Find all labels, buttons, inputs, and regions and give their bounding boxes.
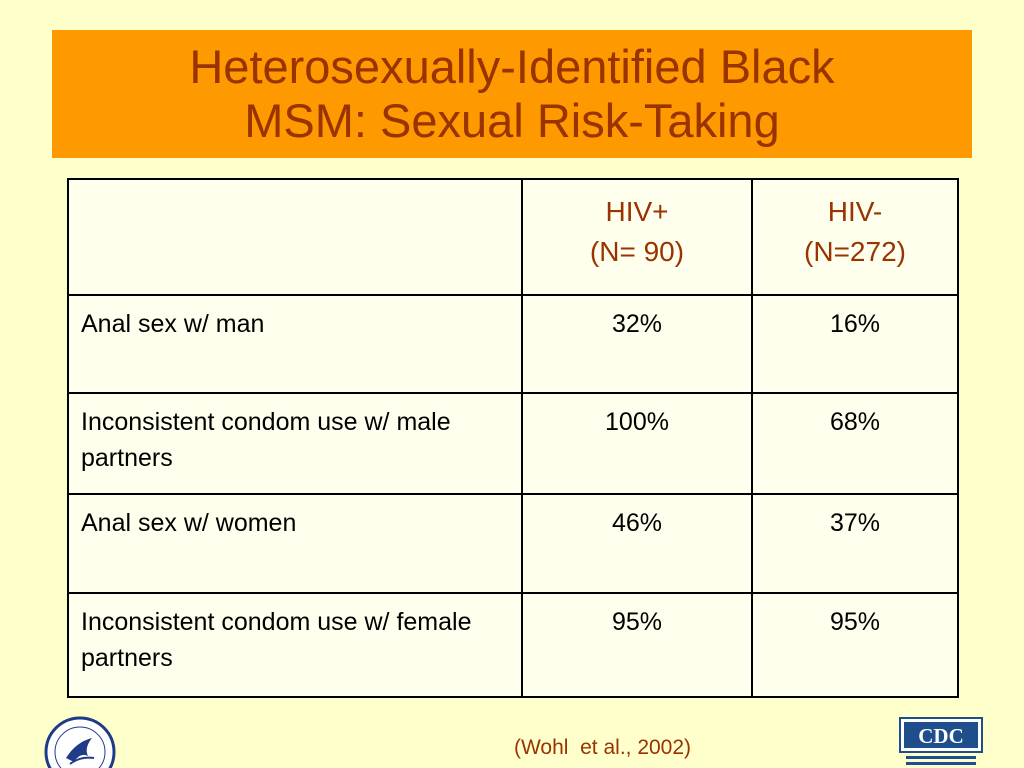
risk-table: HIV+ (N= 90) HIV- (N=272) Anal sex w/ ma… — [67, 178, 959, 698]
hiv-negative-value: 16% — [751, 294, 959, 394]
header-hiv-negative-label: HIV- — [827, 196, 883, 227]
row-label: Anal sex w/ man — [67, 294, 523, 394]
hiv-positive-value: 95% — [521, 592, 753, 698]
slide-title-line-1: Heterosexually-Identified Black — [189, 40, 835, 93]
hiv-positive-value: 32% — [521, 294, 753, 394]
title-banner: Heterosexually-Identified Black MSM: Sex… — [52, 30, 972, 158]
hiv-negative-value: 95% — [751, 592, 959, 698]
hiv-positive-value: 46% — [521, 493, 753, 594]
header-hiv-positive: HIV+ (N= 90) — [521, 178, 753, 296]
row-label: Anal sex w/ women — [67, 493, 523, 594]
header-empty-cell — [67, 178, 523, 296]
header-hiv-positive-label: HIV+ — [605, 196, 669, 227]
row-label: Inconsistent condom use w/ female partne… — [67, 592, 523, 698]
table-row: Inconsistent condom use w/ female partne… — [67, 592, 959, 698]
cdc-logo-icon: CDC — [899, 717, 983, 765]
cdc-logo-text: CDC — [918, 724, 964, 748]
header-hiv-negative: HIV- (N=272) — [751, 178, 959, 296]
hiv-positive-value: 100% — [521, 392, 753, 495]
hiv-negative-value: 68% — [751, 392, 959, 495]
citation: (Wohl et al., 2002) — [514, 736, 692, 759]
slide-title-line-2: MSM: Sexual Risk-Taking — [244, 94, 780, 147]
header-hiv-negative-n: (N=272) — [804, 236, 906, 267]
table-header-row: HIV+ (N= 90) HIV- (N=272) — [67, 178, 959, 296]
table-row: Anal sex w/ women 46% 37% — [67, 493, 959, 594]
hiv-negative-value: 37% — [751, 493, 959, 594]
header-hiv-positive-n: (N= 90) — [589, 236, 685, 267]
hhs-seal-icon — [44, 716, 116, 768]
table-row: Inconsistent condom use w/ male partners… — [67, 392, 959, 495]
row-label: Inconsistent condom use w/ male partners — [67, 392, 523, 495]
table-row: Anal sex w/ man 32% 16% — [67, 294, 959, 394]
